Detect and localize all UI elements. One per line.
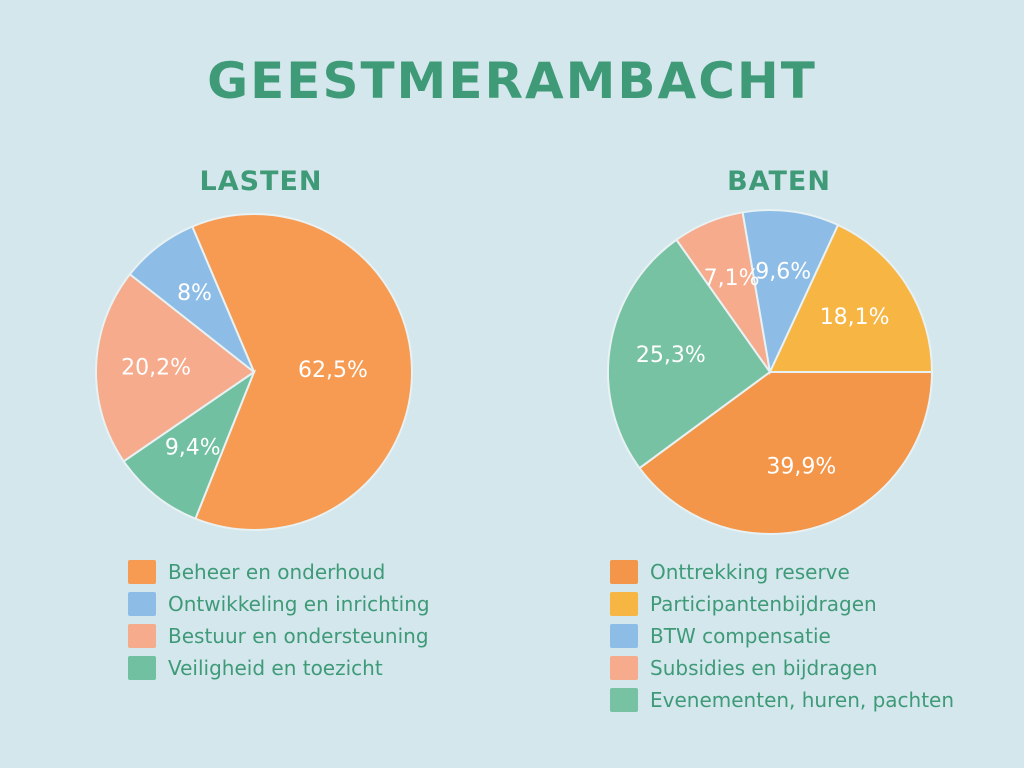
legend-item-evenementen-huren-pachten: Evenementen, huren, pachten <box>610 684 954 716</box>
legend-swatch <box>610 688 638 712</box>
pie-slice-lasten-veiligheid-en-toezicht <box>122 369 257 521</box>
legend-swatch <box>610 656 638 680</box>
legend-label: BTW compensatie <box>650 624 831 648</box>
slice-label-lasten-bestuur-en-ondersteuning: 20,2% <box>121 356 191 381</box>
legend-swatch <box>128 592 156 616</box>
legend-lasten: Beheer en onderhoud Ontwikkeling en inric… <box>128 556 430 684</box>
legend-swatch <box>610 560 638 584</box>
legend-label: Evenementen, huren, pachten <box>650 688 955 712</box>
legend-item-btw-compensatie: BTW compensatie <box>610 620 954 652</box>
legend-item-onttrekking-reserve: Onttrekking reserve <box>610 556 954 588</box>
legend-baten: Onttrekking reserve Participantenbijdrage… <box>610 556 954 716</box>
legend-item-subsidies-en-bijdragen: Subsidies en bijdragen <box>610 652 954 684</box>
legend-label: Bestuur en ondersteuning <box>168 624 429 648</box>
pie-slice-lasten-beheer-en-onderhoud <box>190 213 413 531</box>
pie-slice-lasten-ontwikkeling-en-inrichting <box>128 225 255 373</box>
legend-swatch <box>128 560 156 584</box>
legend-item-ontwikkeling-en-inrichting: Ontwikkeling en inrichting <box>128 588 430 620</box>
chart-title-lasten: LASTEN <box>199 166 323 197</box>
legend-swatch <box>610 592 638 616</box>
legend-label: Beheer en onderhoud <box>168 560 386 584</box>
chart-title-baten: BATEN <box>727 166 831 197</box>
legend-label: Subsidies en bijdragen <box>650 656 878 680</box>
legend-label: Onttrekking reserve <box>650 560 850 584</box>
slice-label-lasten-beheer-en-onderhoud: 62,5% <box>298 358 368 383</box>
legend-label: Participantenbijdragen <box>650 592 877 616</box>
slice-label-lasten-veiligheid-en-toezicht: 9,4% <box>165 435 221 460</box>
legend-item-participantenbijdragen: Participantenbijdragen <box>610 588 954 620</box>
legend-swatch <box>128 624 156 648</box>
legend-swatch <box>128 656 156 680</box>
legend-item-bestuur-en-ondersteuning: Bestuur en ondersteuning <box>128 620 430 652</box>
legend-item-veiligheid-en-toezicht: Veiligheid en toezicht <box>128 652 430 684</box>
legend-label: Veiligheid en toezicht <box>168 656 383 680</box>
pie-slice-lasten-bestuur-en-ondersteuning <box>95 272 256 463</box>
slice-label-lasten-ontwikkeling-en-inrichting: 8% <box>177 281 212 306</box>
legend-item-beheer-en-onderhoud: Beheer en onderhoud <box>128 556 430 588</box>
legend-swatch <box>610 624 638 648</box>
page-title: GEESTMERAMBACHT <box>207 52 817 110</box>
legend-label: Ontwikkeling en inrichting <box>168 592 430 616</box>
